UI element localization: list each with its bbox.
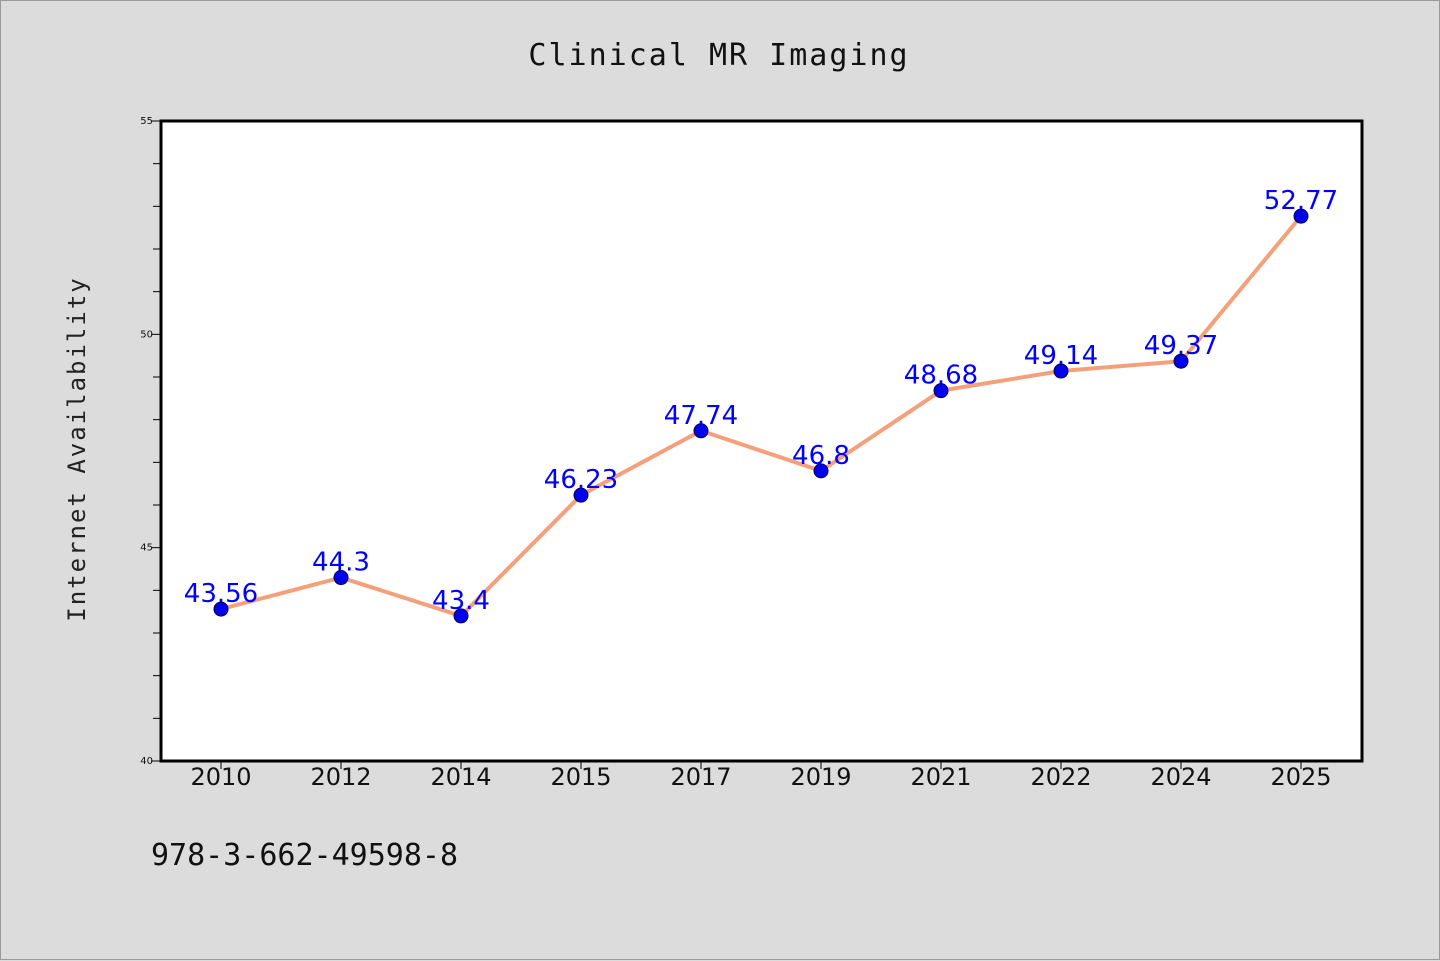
y-tick-label: 55 (140, 116, 153, 127)
isbn-footer: 978-3-662-49598-8 (151, 838, 458, 873)
x-tick-label: 2019 (790, 763, 851, 791)
data-label: 46.8 (792, 441, 850, 471)
data-point (573, 487, 589, 503)
data-point (1293, 208, 1309, 224)
y-axis-label: Internet Availability (63, 276, 91, 621)
data-point (933, 383, 949, 399)
y-tick-label: 50 (140, 329, 153, 340)
y-tick-label: 40 (140, 756, 153, 767)
x-tick-label: 2022 (1030, 763, 1091, 791)
data-point (1053, 363, 1069, 379)
data-label: 44.3 (312, 548, 370, 578)
data-label: 46.23 (544, 465, 618, 495)
data-point (1173, 353, 1189, 369)
x-tick-label: 2015 (550, 763, 611, 791)
x-tick-label: 2021 (910, 763, 971, 791)
series-line (219, 214, 1303, 618)
data-label: 52.77 (1264, 186, 1338, 216)
x-axis: 2010 2012 2014 2015 2017 2019 2021 2022 2024 2025 (190, 761, 1332, 791)
x-tick-label: 2010 (190, 763, 251, 791)
data-point (693, 423, 709, 439)
data-label: 43.56 (184, 579, 258, 609)
y-tick-label: 45 (140, 543, 153, 554)
data-point (213, 601, 229, 617)
data-label: 43.4 (432, 586, 490, 616)
x-tick-label: 2024 (1150, 763, 1211, 791)
data-label: 49.37 (1144, 331, 1218, 361)
data-label: 48.68 (904, 361, 978, 391)
x-tick-label: 2014 (430, 763, 491, 791)
data-label: 49.14 (1024, 341, 1098, 371)
data-labels: 43.56 44.3 43.4 46.23 47.74 46.8 48.68 49.14 49.… (184, 186, 1338, 616)
x-tick-label: 2012 (310, 763, 371, 791)
series-group (213, 208, 1309, 624)
y-axis: 40 45 50 55 (140, 116, 161, 767)
data-point (453, 608, 469, 624)
x-tick-label: 2017 (670, 763, 731, 791)
plot-area (159, 119, 1364, 763)
chart-title: Clinical MR Imaging (528, 38, 909, 73)
data-point (333, 570, 349, 586)
x-tick-label: 2025 (1270, 763, 1331, 791)
data-label: 47.74 (664, 401, 738, 431)
data-point (813, 463, 829, 479)
